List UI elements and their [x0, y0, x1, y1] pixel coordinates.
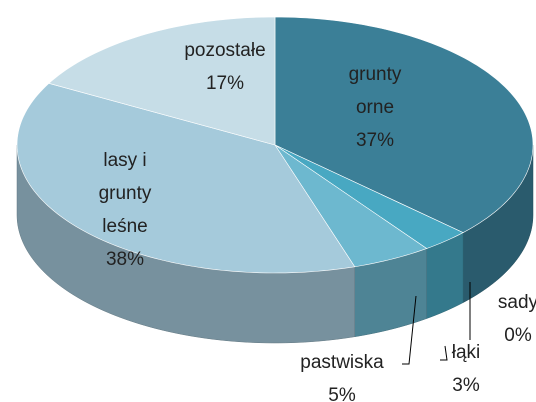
slice [274, 144, 464, 249]
slice-label: pozostałe 17% [165, 34, 285, 100]
slice-label: pastwiska 5% [292, 346, 392, 402]
slice-label: sady 0% [488, 286, 536, 352]
value-label: 17% [205, 73, 245, 94]
category-label: łąki [451, 342, 481, 363]
value-label: 0% [504, 325, 532, 346]
value-label: 5% [328, 385, 356, 402]
category-label: lasy i grunty leśne [98, 150, 152, 237]
category-label: pozostałe [184, 40, 266, 61]
slice-label: lasy i grunty leśne 38% [80, 144, 170, 276]
value-label: 38% [105, 249, 145, 270]
leader-line [440, 345, 448, 361]
value-label: 37% [355, 130, 395, 151]
value-label: 3% [452, 375, 480, 396]
pie-sides [16, 144, 534, 344]
slice [274, 144, 428, 268]
slice [16, 83, 356, 274]
category-label: pastwiska [300, 352, 384, 373]
category-label: sady [497, 292, 536, 313]
category-label: grunty orne [348, 64, 402, 118]
slice [48, 16, 276, 146]
slice [274, 16, 534, 233]
leader-line [402, 295, 417, 365]
pie-tops [16, 16, 534, 274]
slice-label: łąki 3% [438, 336, 494, 402]
slice-label: grunty orne 37% [330, 58, 420, 157]
